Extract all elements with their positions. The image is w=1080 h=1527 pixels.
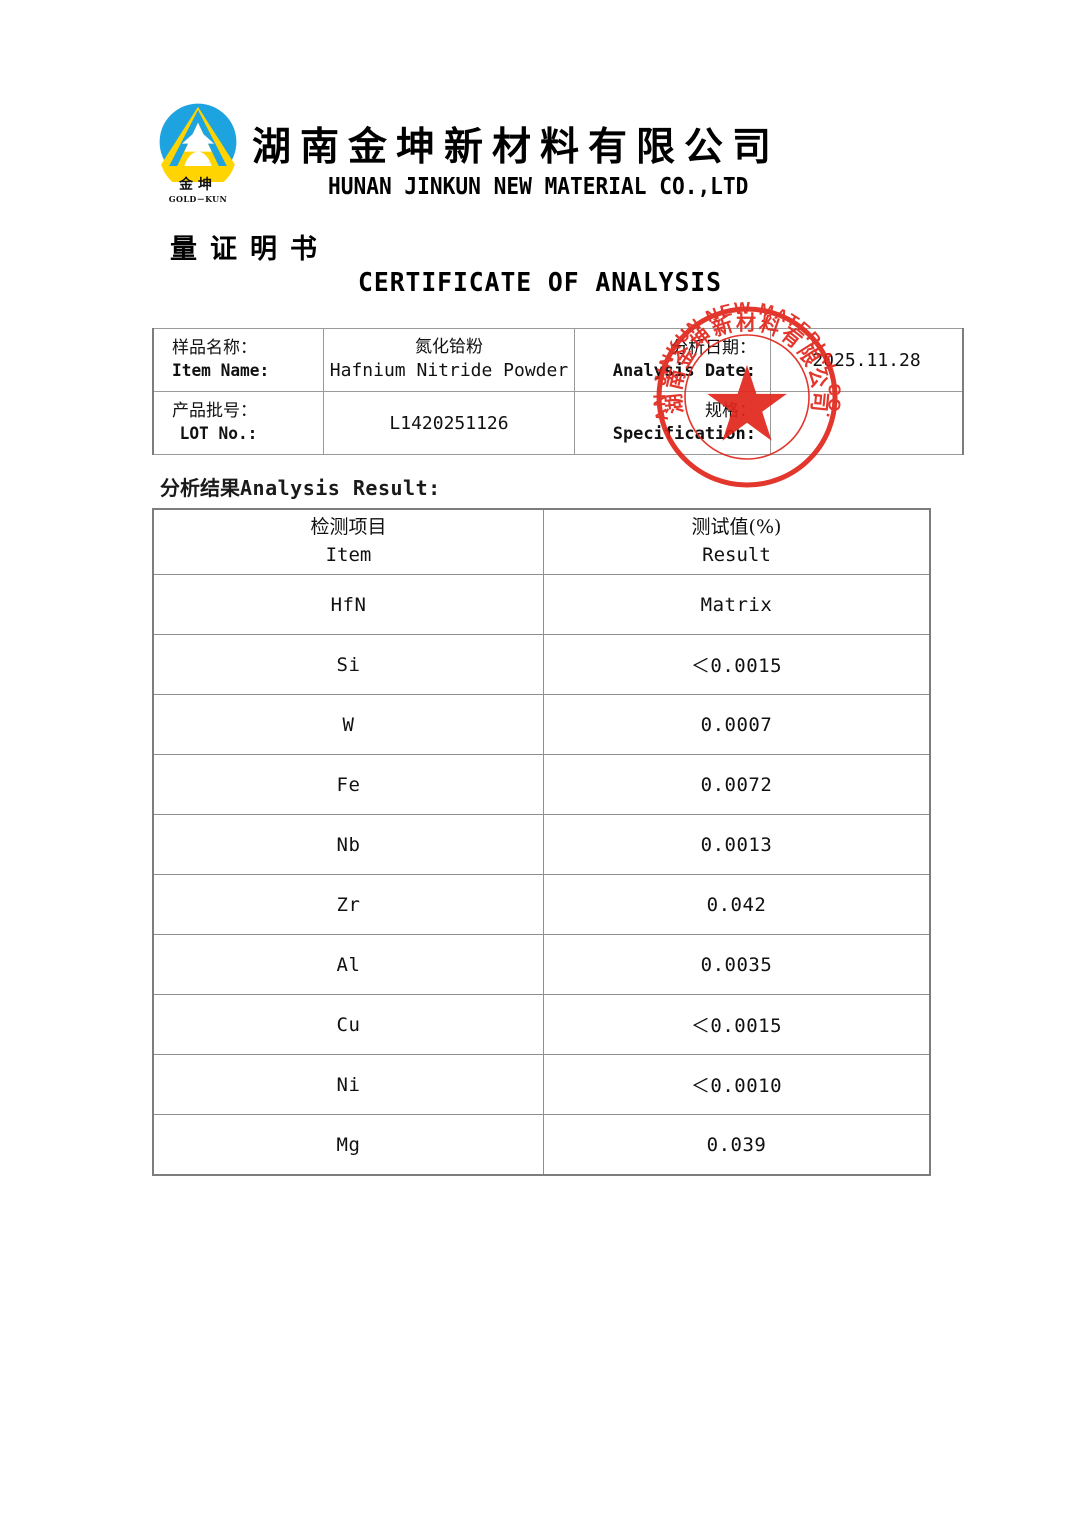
info-cell-date-value: 2025.11.28 — [770, 328, 964, 392]
result-cell-item: Mg — [152, 1114, 544, 1176]
sample-info-table: 样品名称： Item Name: 氮化铪粉 Hafnium Nitride Po… — [152, 328, 964, 455]
result-value-text: 0.0013 — [700, 833, 773, 856]
company-logo: 金坤 GOLD－KUN — [152, 102, 244, 212]
info-cell-date-label: 分析日期： Analysis Date: — [574, 328, 771, 392]
info-cell-item-name-label: 样品名称： Item Name: — [152, 328, 324, 392]
result-value-text: 0.0007 — [700, 713, 773, 736]
result-value-text: ＜0.0015 — [690, 1015, 783, 1037]
logo-text-en: GOLD－KUN — [168, 194, 228, 204]
result-item-text: W — [342, 713, 355, 736]
info-cell-item-name-value: 氮化铪粉 Hafnium Nitride Powder — [323, 328, 575, 392]
lot-label-en: LOT No.: — [179, 424, 258, 444]
info-cell-lot-label: 产品批号： LOT No.: — [152, 391, 324, 455]
logo-emblem-icon — [159, 103, 237, 182]
result-header-result: 测试值(%) Result — [543, 508, 931, 575]
result-cell-value: ＜0.0010 — [543, 1054, 931, 1115]
result-cell-item: Cu — [152, 994, 544, 1055]
result-item-text: Cu — [336, 1013, 361, 1036]
item-name-value-cn: 氮化铪粉 — [415, 337, 483, 358]
result-value-text: 0.042 — [706, 893, 767, 916]
info-cell-lot-value: L1420251126 — [323, 391, 575, 455]
spec-label-en: Specification: — [612, 424, 756, 444]
result-item-text: Mg — [336, 1133, 361, 1156]
result-cell-value: 0.0007 — [543, 694, 931, 755]
result-value-text: ＜0.0015 — [690, 655, 783, 677]
result-cell-item: Fe — [152, 754, 544, 815]
company-name-cn: 湖南金坤新材料有限公司 — [252, 124, 781, 170]
lot-label-cn: 产品批号： — [172, 401, 257, 422]
result-cell-value: 0.039 — [543, 1114, 931, 1176]
company-name-en: HUNAN JINKUN NEW MATERIAL CO.,LTD — [328, 174, 749, 200]
document-header: 金坤 GOLD－KUN 湖南金坤新材料有限公司 HUNAN JINKUN NEW… — [152, 100, 928, 216]
result-cell-value: 0.042 — [543, 874, 931, 935]
result-cell-item: W — [152, 694, 544, 755]
table-row: Nb 0.0013 — [152, 814, 931, 875]
item-name-label-cn: 样品名称： — [172, 338, 257, 359]
result-header-item: 检测项目 Item — [152, 508, 544, 575]
result-item-text: HfN — [330, 593, 367, 616]
result-cell-value: 0.0072 — [543, 754, 931, 815]
result-item-text: Zr — [336, 893, 361, 916]
analysis-date-label-cn: 分析日期： — [671, 338, 756, 359]
table-row: Fe 0.0072 — [152, 754, 931, 815]
result-cell-value: ＜0.0015 — [543, 634, 931, 695]
result-item-text: Si — [336, 653, 361, 676]
result-value-text: ＜0.0010 — [690, 1075, 783, 1097]
result-cell-value: 0.0035 — [543, 934, 931, 995]
info-cell-spec-label: 规格： Specification: — [574, 391, 771, 455]
analysis-result-label: 分析结果Analysis Result: — [160, 472, 441, 501]
logo-text-cn: 金坤 — [179, 177, 217, 193]
table-row: Mg 0.039 — [152, 1114, 931, 1176]
table-row: Si ＜0.0015 — [152, 634, 931, 695]
item-name-value-en: Hafnium Nitride Powder — [329, 360, 569, 382]
result-item-text: Fe — [336, 773, 361, 796]
result-cell-item: Al — [152, 934, 544, 995]
item-name-label-en: Item Name: — [172, 361, 270, 381]
table-row: Al 0.0035 — [152, 934, 931, 995]
result-cell-item: HfN — [152, 574, 544, 635]
result-cell-value: ＜0.0015 — [543, 994, 931, 1055]
table-row: Ni ＜0.0010 — [152, 1054, 931, 1115]
result-cell-item: Ni — [152, 1054, 544, 1115]
table-row: Zr 0.042 — [152, 874, 931, 935]
table-row: HfN Matrix — [152, 574, 931, 635]
result-table-header-row: 检测项目 Item 测试值(%) Result — [152, 508, 931, 575]
result-value-text: 0.0072 — [700, 773, 773, 796]
result-cell-value: 0.0013 — [543, 814, 931, 875]
result-item-text: Nb — [336, 833, 361, 856]
lot-value: L1420251126 — [389, 412, 509, 434]
table-row: W 0.0007 — [152, 694, 931, 755]
result-item-text: Al — [336, 953, 361, 976]
result-header-result-cn: 测试值(%) — [691, 516, 782, 539]
result-cell-item: Si — [152, 634, 544, 695]
result-item-text: Ni — [336, 1073, 361, 1096]
result-value-text: 0.039 — [706, 1133, 767, 1156]
analysis-date-value: 2025.11.28 — [812, 349, 921, 371]
spec-label-cn: 规格： — [705, 401, 756, 422]
document-title-cn: 量证明书 — [170, 234, 330, 265]
result-cell-item: Zr — [152, 874, 544, 935]
table-row: Cu ＜0.0015 — [152, 994, 931, 1055]
result-header-item-cn: 检测项目 — [310, 516, 387, 539]
result-header-result-en: Result — [702, 544, 771, 566]
result-cell-value: Matrix — [543, 574, 931, 635]
analysis-result-label-cn: 分析结果 — [160, 476, 240, 500]
info-row-lot: 产品批号： LOT No.: L1420251126 规格： Specifica… — [152, 391, 964, 455]
analysis-result-label-en: Analysis Result: — [240, 476, 441, 500]
info-row-item-name: 样品名称： Item Name: 氮化铪粉 Hafnium Nitride Po… — [152, 328, 964, 392]
analysis-result-table: 检测项目 Item 测试值(%) Result HfN Matrix Si ＜0… — [152, 508, 931, 1176]
info-cell-spec-value — [770, 391, 964, 455]
analysis-date-label-en: Analysis Date: — [612, 361, 756, 381]
result-header-item-en: Item — [325, 544, 372, 566]
document-title-en: CERTIFICATE OF ANALYSIS — [358, 268, 722, 298]
result-value-text: 0.0035 — [700, 953, 773, 976]
result-value-text: Matrix — [700, 593, 773, 616]
result-cell-item: Nb — [152, 814, 544, 875]
